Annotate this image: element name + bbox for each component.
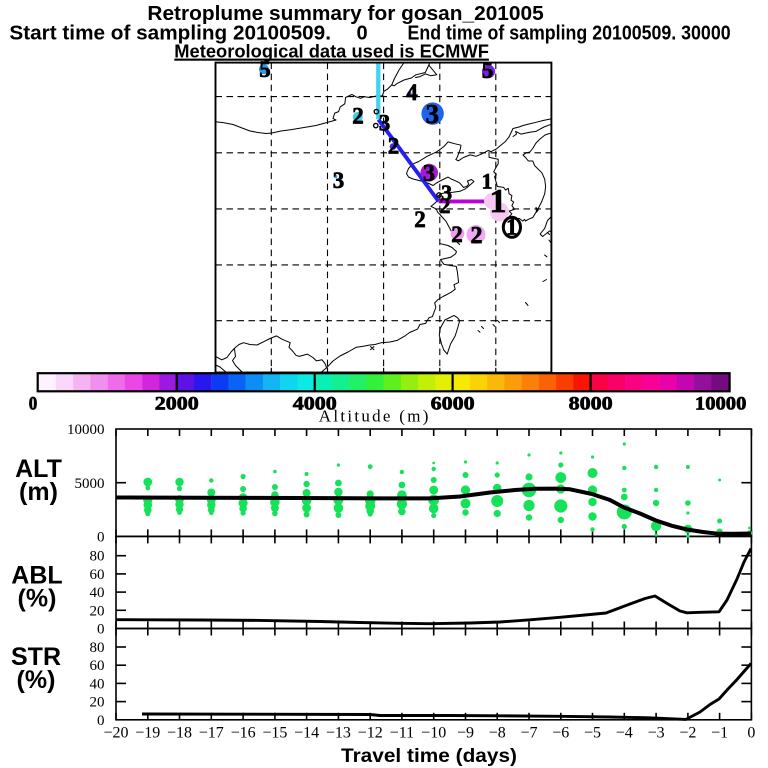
- svg-text:5000: 5000: [75, 476, 105, 492]
- svg-text:0: 0: [97, 713, 105, 729]
- svg-text:3: 3: [441, 180, 452, 205]
- svg-text:−17: −17: [199, 725, 224, 742]
- svg-text:2: 2: [471, 223, 483, 249]
- svg-text:−18: −18: [167, 725, 192, 742]
- svg-text:2: 2: [414, 207, 426, 232]
- svg-text:(%): (%): [18, 585, 57, 613]
- svg-text:ABL: ABL: [11, 562, 62, 590]
- svg-text:5: 5: [482, 58, 494, 83]
- svg-text:−15: −15: [262, 725, 287, 742]
- svg-text:−16: −16: [231, 725, 256, 742]
- svg-text:2: 2: [388, 134, 400, 159]
- svg-text:STR: STR: [11, 643, 61, 671]
- svg-text:−14: −14: [294, 725, 319, 742]
- svg-text:0: 0: [747, 725, 755, 742]
- svg-text:4000: 4000: [293, 394, 337, 415]
- svg-text:−7: −7: [520, 725, 537, 742]
- svg-text:1: 1: [490, 183, 507, 220]
- svg-text:40: 40: [90, 585, 105, 601]
- svg-text:−8: −8: [489, 725, 506, 742]
- svg-text:Start time of sampling 2010050: Start time of sampling 20100509.: [9, 23, 331, 45]
- svg-text:(%): (%): [17, 666, 56, 694]
- svg-text:−4: −4: [616, 725, 633, 742]
- svg-text:−6: −6: [552, 725, 569, 742]
- svg-text:2: 2: [451, 222, 463, 247]
- svg-text:0: 0: [97, 529, 105, 545]
- svg-text:Retroplume summary for gosan_2: Retroplume summary for gosan_201005: [147, 3, 543, 25]
- svg-text:3: 3: [379, 111, 391, 136]
- svg-text:4: 4: [406, 80, 418, 105]
- svg-text:3: 3: [426, 99, 440, 129]
- svg-text:60: 60: [90, 658, 105, 674]
- svg-text:60: 60: [90, 567, 105, 583]
- svg-text:3: 3: [423, 161, 435, 187]
- svg-text:−5: −5: [584, 725, 601, 742]
- svg-text:10000: 10000: [67, 422, 105, 438]
- svg-text:End time of sampling 20100509.: End time of sampling 20100509. 30000: [408, 23, 731, 45]
- svg-text:6000: 6000: [431, 394, 475, 415]
- svg-text:2: 2: [352, 104, 364, 129]
- svg-text:1: 1: [506, 215, 518, 240]
- svg-text:0: 0: [29, 394, 38, 415]
- svg-text:Travel time (days): Travel time (days): [341, 746, 517, 767]
- svg-text:−10: −10: [421, 725, 446, 742]
- svg-text:80: 80: [90, 549, 105, 565]
- svg-text:80: 80: [90, 640, 105, 656]
- svg-text:0: 0: [356, 23, 367, 45]
- svg-text:40: 40: [90, 676, 105, 692]
- svg-text:0: 0: [97, 622, 105, 638]
- svg-text:−13: −13: [326, 725, 351, 742]
- svg-text:2: 2: [440, 193, 451, 218]
- svg-text:20: 20: [90, 695, 105, 711]
- svg-text:Altitude (m): Altitude (m): [319, 407, 429, 426]
- svg-text:−20: −20: [103, 725, 128, 742]
- svg-text:−3: −3: [648, 725, 665, 742]
- svg-text:ALT: ALT: [15, 455, 62, 483]
- svg-text:3: 3: [333, 168, 345, 193]
- svg-text:1: 1: [482, 169, 493, 194]
- svg-text:(m): (m): [19, 478, 58, 506]
- svg-text:2000: 2000: [155, 394, 199, 415]
- svg-text:−9: −9: [457, 725, 474, 742]
- svg-text:20: 20: [90, 603, 105, 619]
- svg-text:8000: 8000: [569, 394, 613, 415]
- svg-text:−19: −19: [135, 725, 160, 742]
- svg-text:−2: −2: [679, 725, 696, 742]
- svg-text:−12: −12: [358, 725, 383, 742]
- svg-text:−1: −1: [711, 725, 728, 742]
- svg-text:10000: 10000: [695, 394, 747, 415]
- svg-text:−11: −11: [390, 725, 414, 742]
- svg-text:Meteorological data used is EC: Meteorological data used is ECMWF: [174, 42, 489, 62]
